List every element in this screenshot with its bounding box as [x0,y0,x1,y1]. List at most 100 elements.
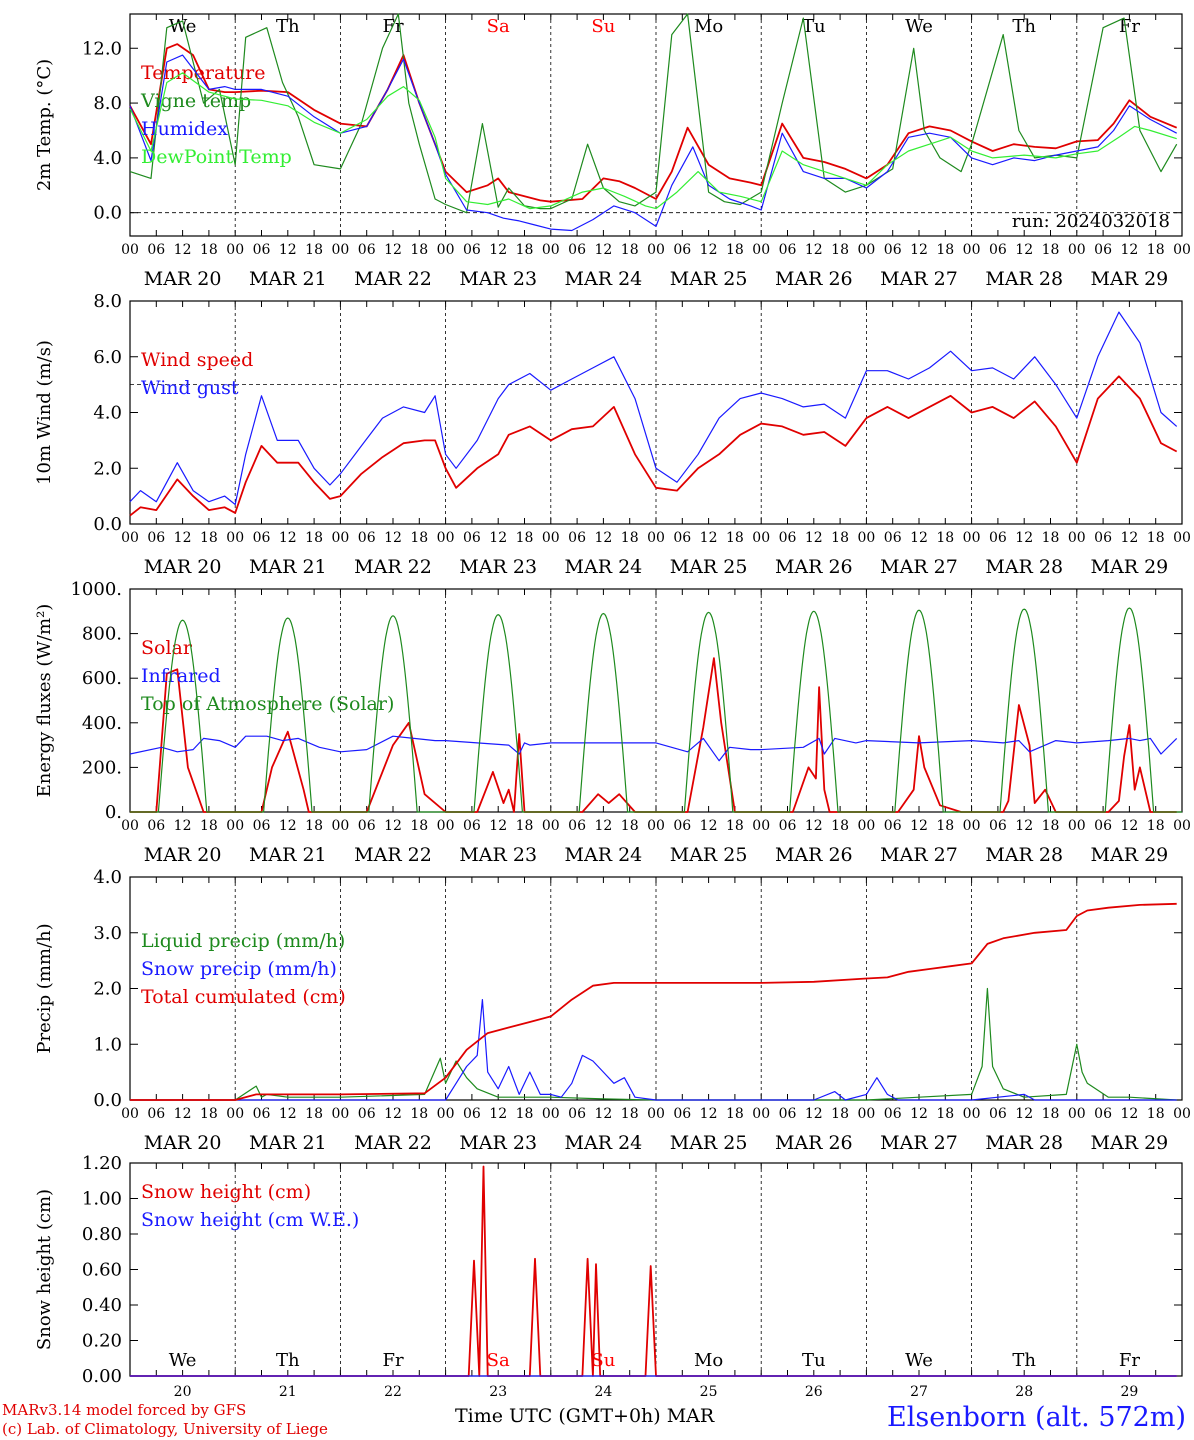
day-label: MAR 23 [459,268,537,290]
hour-tick-label: 06 [358,530,376,546]
series-line [130,607,1182,813]
hour-tick-label: 06 [884,818,902,834]
day-number-label: 29 [1120,1384,1138,1400]
hour-tick-label: 18 [305,530,323,546]
hour-tick-label: 18 [621,1106,639,1122]
hour-tick-label: 12 [174,242,192,258]
day-number-label: 20 [174,1384,192,1400]
hour-tick-label: 06 [568,530,586,546]
hour-tick-label: 12 [384,1106,402,1122]
hour-tick-label: 00 [1173,530,1191,546]
y-tick-label: 4.0 [93,148,122,169]
weekday-label: Mo [694,1350,723,1371]
weekday-label: Th [276,1350,300,1371]
hour-tick-label: 12 [279,818,297,834]
hour-tick-label: 06 [1094,1106,1112,1122]
y-tick-label: 4.0 [93,867,122,888]
legend-entry: Temperature [141,62,265,84]
day-label: MAR 27 [880,1132,958,1154]
weekday-label: Th [1012,1350,1036,1371]
hour-tick-label: 12 [805,530,823,546]
y-tick-label: 0. [105,802,122,823]
hour-tick-label: 00 [1173,242,1191,258]
series-line [129,72,1177,210]
day-label: MAR 23 [459,844,537,866]
hour-tick-label: 18 [621,818,639,834]
hour-tick-label: 06 [568,242,586,258]
day-number-label: 25 [700,1384,718,1400]
hour-tick-label: 12 [174,530,192,546]
day-label: MAR 27 [880,268,958,290]
y-axis-label: Precip (mm/h) [34,923,55,1053]
hour-tick-label: 12 [279,530,297,546]
hour-tick-label: 12 [279,1106,297,1122]
hour-tick-label: 12 [1120,530,1138,546]
hour-tick-label: 00 [647,530,665,546]
hour-tick-label: 18 [200,818,218,834]
hour-tick-label: 06 [147,818,165,834]
hour-tick-label: 18 [1147,530,1165,546]
hour-tick-label: 06 [884,242,902,258]
day-label: MAR 26 [775,268,853,290]
legend-entry: Liquid precip (mm/h) [141,930,345,952]
hour-tick-label: 00 [226,242,244,258]
day-number-label: 27 [910,1384,928,1400]
day-label: MAR 23 [459,556,537,578]
hour-tick-label: 18 [1042,818,1060,834]
weekday-label: Th [276,16,300,37]
day-label: MAR 22 [354,556,432,578]
hour-tick-label: 00 [857,242,875,258]
hour-tick-label: 18 [516,818,534,834]
day-label: MAR 25 [670,1132,748,1154]
day-label: MAR 24 [565,268,643,290]
weekday-label: Sa [487,16,510,37]
hour-tick-label: 18 [1042,242,1060,258]
hour-tick-label: 12 [1120,1106,1138,1122]
series-line [129,54,1177,232]
y-tick-label: 600. [82,668,122,689]
weekday-label: Su [591,1350,615,1371]
hour-tick-label: 06 [989,530,1007,546]
y-tick-label: 2.0 [93,979,122,1000]
hour-tick-label: 12 [700,242,718,258]
day-label: MAR 22 [354,844,432,866]
hour-tick-label: 18 [936,1106,954,1122]
weekday-label: Su [591,16,615,37]
hour-tick-label: 06 [673,1106,691,1122]
hour-tick-label: 00 [542,1106,560,1122]
series-line [130,998,1177,1101]
legend-entry: Snow height (cm) [141,1181,311,1203]
hour-tick-label: 00 [1068,530,1086,546]
day-label: MAR 21 [249,1132,327,1154]
y-tick-label: 200. [82,757,122,778]
series-line [129,735,1178,762]
hour-tick-label: 06 [147,530,165,546]
hour-tick-label: 00 [437,818,455,834]
hour-tick-label: 12 [805,818,823,834]
day-number-label: 28 [1015,1384,1033,1400]
day-label: MAR 21 [249,556,327,578]
y-tick-label: 1.00 [82,1189,122,1210]
hour-tick-label: 12 [279,242,297,258]
hour-tick-label: 06 [147,242,165,258]
day-label: MAR 28 [985,268,1063,290]
series-line [130,902,1177,1101]
hour-tick-label: 18 [305,242,323,258]
day-label: MAR 24 [565,1132,643,1154]
hour-tick-label: 12 [1015,818,1033,834]
y-tick-label: 4.0 [93,403,122,424]
y-tick-label: 3.0 [93,923,122,944]
weekday-label: We [905,16,933,37]
hour-tick-label: 18 [200,530,218,546]
y-tick-label: 1.0 [93,1034,122,1055]
hour-tick-label: 12 [489,1106,507,1122]
credit-lab: (c) Lab. of Climatology, University of L… [2,1420,328,1438]
legend-entry: Total cumulated (cm) [141,986,346,1008]
hour-tick-label: 18 [516,530,534,546]
weekday-label: Th [1012,16,1036,37]
hour-tick-label: 06 [253,1106,271,1122]
hour-tick-label: 18 [831,1106,849,1122]
y-tick-label: 0.60 [82,1260,122,1281]
hour-tick-label: 12 [805,1106,823,1122]
hour-tick-label: 12 [910,1106,928,1122]
